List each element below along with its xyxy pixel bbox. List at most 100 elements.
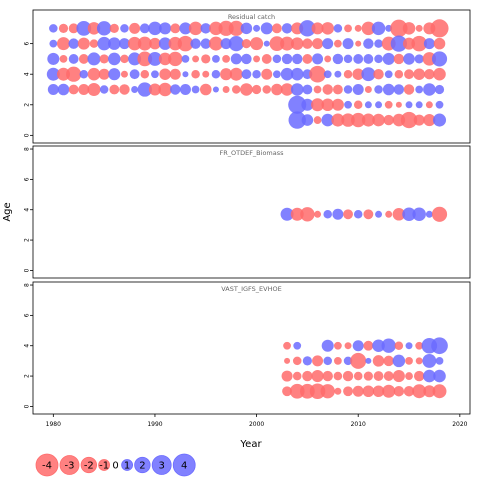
bubble [392,370,405,383]
bubble [168,51,183,67]
bubble [58,23,69,33]
bubble [361,21,376,36]
bubble [412,384,427,399]
x-tick-label: 1980 [46,421,61,428]
bubble [353,54,364,64]
bubble [435,357,444,365]
bubble [87,22,101,35]
y-tick-label: 6 [24,177,31,181]
bubble [222,55,230,63]
bubble [433,67,446,81]
panel: Residual catch 0 2 4 6 [24,9,471,144]
bubble [289,383,305,399]
bubble [170,84,181,95]
bubble [283,341,291,350]
bubble [131,86,139,93]
bubble [271,83,283,96]
bubble [413,68,425,80]
bubble [333,24,343,33]
legend-label: -1 [99,461,109,472]
bubble [260,22,273,35]
bubble [333,341,342,350]
panel-frame [32,145,471,279]
bubble [322,38,334,50]
bubble [148,83,161,96]
bubble [191,69,200,79]
bubble [49,24,58,33]
bubble [302,38,313,49]
bubble [342,370,354,382]
bubble [129,69,140,80]
y-tick-label: 2 [24,103,31,107]
bubble [363,209,374,220]
bubble [431,206,448,222]
bubble [411,35,427,52]
bubble [352,340,364,352]
bubble [423,83,436,96]
bubble [415,24,423,32]
bubble [322,84,333,95]
bubble [393,386,405,397]
panel-frame [32,9,471,144]
bubble [433,37,446,50]
bubble [343,356,353,366]
bubble [332,84,343,95]
y-tick-label: 4 [24,72,31,76]
legend-label: 4 [181,461,187,472]
bubble [344,24,352,33]
bubble [281,23,293,34]
bubble [373,371,384,381]
bubble [352,385,364,397]
bubble [68,54,79,64]
legend-label: -4 [42,461,52,472]
bubble [353,371,363,381]
bubble [199,83,212,96]
bubble [312,53,324,65]
bubble [96,21,112,36]
bubble [352,83,364,95]
bubble [170,23,181,34]
bubble [280,83,294,96]
bubble [261,68,273,80]
bubble [333,39,342,48]
bubble-layer [46,19,449,129]
bubble [383,371,394,381]
bubble [361,67,376,82]
bubble [292,371,302,381]
bubble [331,113,345,127]
bubble [432,384,447,399]
bubble [382,52,395,65]
bubble [120,24,129,33]
legend-label: 0 [112,461,118,472]
bubble [372,385,385,398]
panel-frame [32,281,471,415]
bubble [66,66,82,82]
y-tick-label: 0 [24,268,31,272]
bubble [98,68,110,80]
bubble [169,68,181,80]
bubble [343,54,353,64]
bubble [49,39,58,48]
bubble [403,386,415,397]
bubble [149,37,161,50]
bubble [362,385,375,398]
bubble [344,342,352,350]
bubble [209,21,223,36]
bubble [333,371,343,381]
bubble [87,67,101,81]
bubble [430,19,449,38]
bubble [425,101,433,109]
bubble [128,52,142,66]
bubble [241,53,252,65]
bubble [137,36,152,51]
bubble [343,209,353,220]
bubble [422,353,437,368]
bubble [353,210,363,219]
bubble [433,369,446,383]
bubble [353,100,363,110]
bubble [148,21,162,36]
legend-label: -2 [84,461,94,472]
panels-group: Residual catch0246FR_OTDEF_Biomass02468V… [24,9,471,415]
bubble [200,23,211,34]
bubble [302,84,313,95]
